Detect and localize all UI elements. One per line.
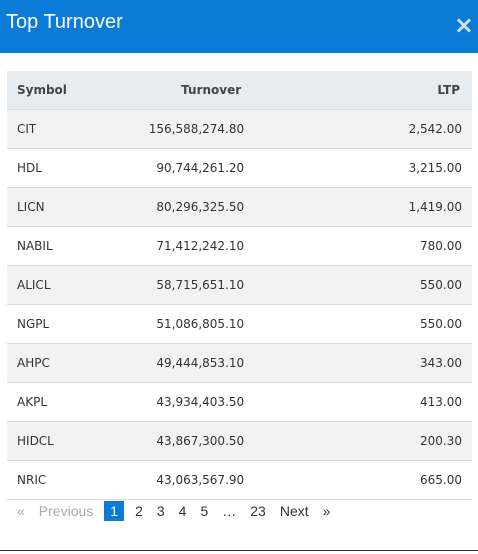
turnover-cell: 58,715,651.10 <box>90 265 385 305</box>
close-button[interactable]: × <box>453 11 474 39</box>
table-row: NGPL 51,086,805.10 550.00 <box>7 304 472 344</box>
page-link[interactable]: 1 <box>104 501 125 521</box>
ltp-cell: 2,542.00 <box>384 109 472 149</box>
ltp-cell: 550.00 <box>384 265 472 305</box>
page-link[interactable]: 23 <box>250 503 266 519</box>
symbol-cell: AHPC <box>7 343 91 383</box>
page-link[interactable]: 3 <box>156 503 165 519</box>
ltp-cell: 550.00 <box>384 304 472 344</box>
symbol-cell: ALICL <box>7 265 91 305</box>
turnover-cell: 156,588,274.80 <box>90 109 385 149</box>
symbol-cell: HIDCL <box>7 421 91 461</box>
ltp-cell: 200.30 <box>384 421 472 461</box>
symbol-cell: NABIL <box>7 226 91 266</box>
column-header: LTP <box>384 71 472 110</box>
next-link[interactable]: Next <box>279 503 309 519</box>
page-links: 1 2 3 4 5… 23 <box>104 501 277 521</box>
turnover-cell: 43,934,403.50 <box>90 382 385 422</box>
header-row: Symbol Turnover LTP <box>7 71 472 110</box>
page-link[interactable]: … <box>222 503 237 519</box>
turnover-table: Symbol Turnover LTP CIT 156,588,274.80 2,5… <box>7 71 472 500</box>
turnover-cell: 43,867,300.50 <box>90 421 385 461</box>
turnover-cell: 51,086,805.10 <box>90 304 385 344</box>
first-link[interactable]: « <box>17 503 25 519</box>
pagination: « Previous 1 2 3 4 5… 23 Next » <box>14 500 341 522</box>
previous-link[interactable]: Previous <box>38 503 94 519</box>
turnover-cell: 71,412,242.10 <box>90 226 385 266</box>
table-row: ALICL 58,715,651.10 550.00 <box>7 265 472 305</box>
ltp-cell: 413.00 <box>384 382 472 422</box>
ltp-cell: 780.00 <box>384 226 472 266</box>
symbol-cell: LICN <box>7 187 91 227</box>
modal-header: Top Turnover × <box>0 0 478 53</box>
page-link[interactable]: 4 <box>178 503 187 519</box>
table-body: CIT 156,588,274.80 2,542.00 HDL 90,744,261.2… <box>7 109 472 500</box>
ltp-cell: 665.00 <box>384 460 472 500</box>
table-row: NABIL 71,412,242.10 780.00 <box>7 226 472 266</box>
turnover-cell: 49,444,853.10 <box>90 343 385 383</box>
column-header: Symbol <box>7 71 91 110</box>
table-row: CIT 156,588,274.80 2,542.00 <box>7 109 472 149</box>
table-row: NRIC 43,063,567.90 665.00 <box>7 460 472 500</box>
last-link[interactable]: » <box>322 503 331 519</box>
ltp-cell: 343.00 <box>384 343 472 383</box>
symbol-cell: NRIC <box>7 460 91 500</box>
turnover-cell: 80,296,325.50 <box>90 187 385 227</box>
ltp-cell: 1,419.00 <box>384 187 472 227</box>
table-row: LICN 80,296,325.50 1,419.00 <box>7 187 472 227</box>
modal-title: Top Turnover <box>6 11 123 33</box>
symbol-cell: HDL <box>7 148 91 188</box>
page-link[interactable]: 5 <box>200 503 209 519</box>
divider <box>0 550 478 551</box>
turnover-cell: 43,063,567.90 <box>90 460 385 500</box>
page-link[interactable]: 2 <box>135 503 143 519</box>
symbol-cell: CIT <box>7 109 91 149</box>
table-row: AHPC 49,444,853.10 343.00 <box>7 343 472 383</box>
column-header: Turnover <box>90 71 385 110</box>
table-row: HDL 90,744,261.20 3,215.00 <box>7 148 472 188</box>
turnover-cell: 90,744,261.20 <box>90 148 385 188</box>
ltp-cell: 3,215.00 <box>384 148 472 188</box>
table-row: HIDCL 43,867,300.50 200.30 <box>7 421 472 461</box>
symbol-cell: AKPL <box>7 382 91 422</box>
symbol-cell: NGPL <box>7 304 91 344</box>
table-row: AKPL 43,934,403.50 413.00 <box>7 382 472 422</box>
